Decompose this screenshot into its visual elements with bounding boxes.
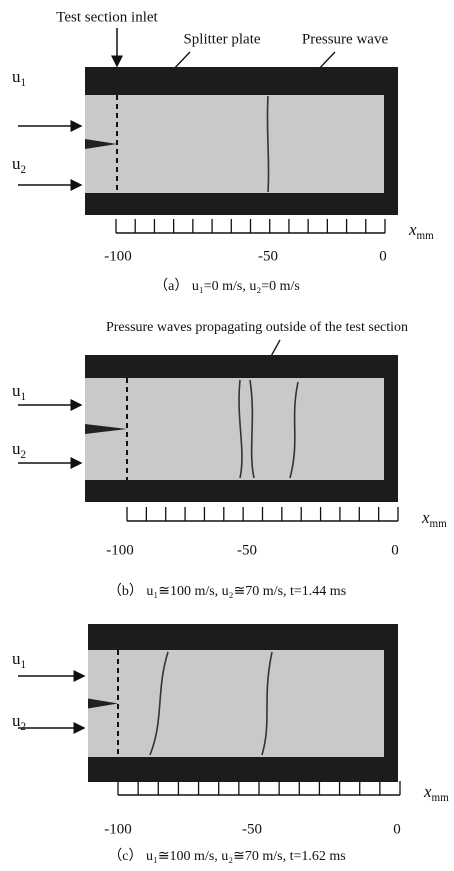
figure: Test section inlet Splitter plate Pressu… bbox=[0, 0, 454, 871]
annotation: Pressure waves propagating outside of th… bbox=[106, 320, 408, 335]
label-sub: 1 bbox=[21, 77, 27, 89]
tick-label: 0 bbox=[391, 542, 399, 558]
tick-label: -100 bbox=[106, 542, 134, 558]
label: u2 bbox=[12, 154, 26, 176]
label: u2 bbox=[12, 439, 26, 461]
annotation: Splitter plate bbox=[183, 31, 260, 47]
tick-label: -50 bbox=[258, 248, 278, 264]
label: xmm bbox=[423, 782, 449, 804]
test-section bbox=[88, 650, 384, 757]
label-sub: mm bbox=[432, 792, 450, 804]
tick-label: -50 bbox=[237, 542, 257, 558]
tick-label: -50 bbox=[242, 821, 262, 837]
label-sub: 2 bbox=[21, 164, 27, 176]
label-sub: 2 bbox=[21, 449, 27, 461]
label: u1 bbox=[12, 649, 26, 671]
label-sub: mm bbox=[417, 230, 435, 242]
annotation: Test section inlet bbox=[56, 9, 158, 25]
caption: （a） u₁=0 m/s, u₂=0 m/s bbox=[154, 278, 300, 294]
label: xmm bbox=[421, 508, 447, 530]
caption: （c） u₁≅100 m/s, u₂≅70 m/s, t=1.62 ms bbox=[108, 848, 346, 864]
label-sub: 1 bbox=[21, 391, 27, 403]
test-section bbox=[85, 378, 384, 480]
test-section bbox=[85, 95, 384, 193]
label: u2 bbox=[12, 711, 26, 733]
label: xmm bbox=[408, 220, 434, 242]
tick-label: -100 bbox=[104, 248, 132, 264]
tick-label: -100 bbox=[104, 821, 132, 837]
label-sub: 2 bbox=[21, 721, 27, 733]
label-sub: mm bbox=[430, 518, 448, 530]
caption: （b） u₁≅100 m/s, u₂≅70 m/s, t=1.44 ms bbox=[108, 583, 346, 599]
tick-label: 0 bbox=[393, 821, 401, 837]
annotation: Pressure wave bbox=[302, 31, 389, 47]
tick-label: 0 bbox=[379, 248, 387, 264]
label: u1 bbox=[12, 67, 26, 89]
label-sub: 1 bbox=[21, 659, 27, 671]
label: u1 bbox=[12, 381, 26, 403]
